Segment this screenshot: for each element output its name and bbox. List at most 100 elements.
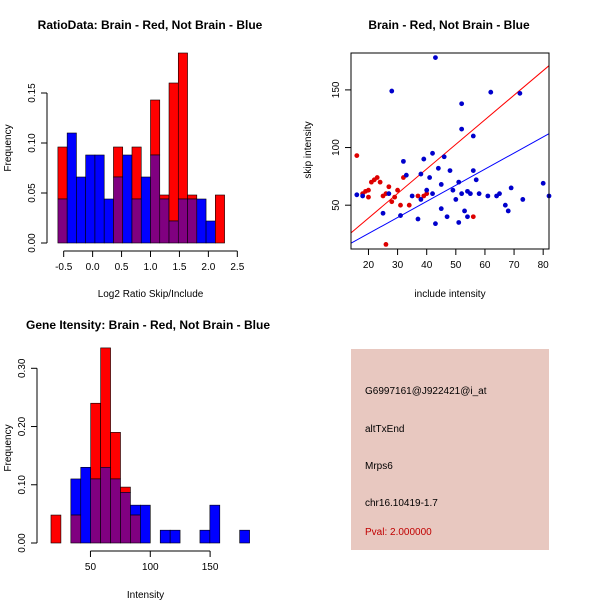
ratio_hist-bar-brain xyxy=(150,99,161,156)
scatter-point-not-brain xyxy=(389,88,395,94)
scatter-x-tick-label: 50 xyxy=(450,260,462,271)
scatter-point-not-brain xyxy=(409,193,415,199)
scatter-point-not-brain xyxy=(418,171,424,177)
ratio_hist-x-tick-label: 2.5 xyxy=(230,262,244,273)
gene_hist-bar-not-brain xyxy=(140,504,151,544)
scatter-point-brain xyxy=(392,194,398,200)
gene_hist-bar-brain xyxy=(50,514,62,544)
scatter-point-not-brain xyxy=(459,126,465,132)
scatter-point-not-brain xyxy=(508,185,514,191)
ratio_hist-bar-overlap xyxy=(57,198,68,244)
ratio_hist-bar-brain xyxy=(159,194,170,200)
event-type-text: altTxEnd xyxy=(365,424,405,435)
gene_hist-y-tick-label: 0.00 xyxy=(17,533,28,553)
scatter-x-tick-label: 40 xyxy=(421,260,433,271)
scatter-point-not-brain xyxy=(470,168,476,174)
gene_hist-x-label: Intensity xyxy=(127,590,164,600)
ratio_hist-x-tick-label: 0.0 xyxy=(86,262,100,273)
gene_hist-bar-brain xyxy=(120,486,131,493)
scatter-point-not-brain xyxy=(438,182,444,187)
scatter-point-not-brain xyxy=(403,172,409,178)
gene_hist-bar-brain xyxy=(90,402,101,480)
scatter-point-brain xyxy=(424,191,430,197)
gene-name-text: Mrps6 xyxy=(365,461,393,472)
scatter-point-brain xyxy=(366,187,371,193)
ratio_hist-bar-overlap xyxy=(168,220,179,244)
gene_hist-bar-not-brain xyxy=(130,504,141,516)
ratio_hist-title: RatioData: Brain - Red, Not Brain - Blue xyxy=(38,18,263,32)
scatter-point-brain xyxy=(389,199,395,205)
ratio_hist-bar-overlap xyxy=(131,198,142,244)
scatter-x-tick-label: 60 xyxy=(479,260,491,271)
scatter-point-not-brain xyxy=(485,193,491,199)
gene_hist-bar-brain xyxy=(100,347,111,468)
gene_hist-bar-overlap xyxy=(120,492,131,544)
scatter-point-not-brain xyxy=(456,179,462,185)
ratio_hist-bar-not-brain xyxy=(94,154,105,244)
gene_hist-bar-not-brain xyxy=(169,529,181,544)
scatter-point-not-brain xyxy=(462,208,467,214)
ratio_hist-x-tick-label: 1.0 xyxy=(144,262,158,273)
ratio_hist-bar-overlap xyxy=(113,176,124,244)
gene_hist-x-tick-label: 50 xyxy=(85,562,97,573)
gene_hist-x-tick-label: 100 xyxy=(142,562,159,573)
scatter-point-not-brain xyxy=(473,177,479,183)
scatter-point-brain xyxy=(386,184,392,190)
scatter-point-not-brain xyxy=(433,221,438,227)
scatter-point-not-brain xyxy=(386,191,392,197)
scatter-trend-brain xyxy=(350,65,550,234)
scatter-title: Brain - Red, Not Brain - Blue xyxy=(368,18,530,32)
gene_hist-bar-overlap xyxy=(130,514,141,544)
ratio_hist-bar-not-brain xyxy=(122,154,133,244)
scatter-point-not-brain xyxy=(415,216,421,222)
gene_hist-y-tick-label: 0.30 xyxy=(17,358,28,378)
scatter-point-not-brain xyxy=(427,175,433,180)
gene_hist-bar-not-brain xyxy=(199,529,211,544)
scatter-point-not-brain xyxy=(488,89,494,95)
ratio_hist-y-label: Frequency xyxy=(3,124,14,171)
ratio_hist-bar-not-brain xyxy=(103,198,114,244)
scatter-point-not-brain xyxy=(430,191,435,197)
ratio_hist-x-tick-label: 2.0 xyxy=(201,262,215,273)
scatter-point-not-brain xyxy=(476,191,482,197)
ratio_hist-bar-not-brain xyxy=(205,220,216,244)
ratio_hist-x-tick-label: 1.5 xyxy=(172,262,186,273)
scatter-point-not-brain xyxy=(502,202,508,208)
info-panel: G6997161@J922421@i_at altTxEnd Mrps6 chr… xyxy=(351,349,549,550)
scatter-point-not-brain xyxy=(505,208,511,214)
scatter-point-not-brain xyxy=(453,197,459,202)
scatter-point-not-brain xyxy=(398,213,403,218)
ratio_hist-bar-not-brain xyxy=(85,154,96,244)
ratio_hist-bar-brain xyxy=(215,194,225,244)
scatter-point-not-brain xyxy=(520,197,526,202)
scatter-point-brain xyxy=(354,153,360,159)
ratio_hist-x-label: Log2 Ratio Skip/Include xyxy=(98,289,204,300)
scatter-x-tick-label: 80 xyxy=(538,260,550,271)
ratio_hist-bar-not-brain xyxy=(140,176,151,244)
scatter-point-brain xyxy=(383,241,389,247)
scatter-x-label: include intensity xyxy=(414,289,485,300)
gene_hist-bar-not-brain xyxy=(80,466,92,544)
scatter-point-not-brain xyxy=(424,187,430,193)
gene_hist-bar-overlap xyxy=(110,478,121,544)
gene_hist-bar-overlap xyxy=(90,478,101,544)
scatter-y-tick-label: 50 xyxy=(331,199,342,211)
scatter-point-brain xyxy=(377,179,383,185)
scatter-point-brain xyxy=(415,193,421,199)
scatter-point-not-brain xyxy=(418,197,424,202)
gene_hist-y-tick-label: 0.20 xyxy=(17,416,28,436)
ratio_hist-y-tick-label: 0.10 xyxy=(27,133,38,153)
gene_hist-x-tick-label: 150 xyxy=(202,562,219,573)
scatter-trend-not-brain xyxy=(350,133,550,244)
scatter-point-brain xyxy=(374,175,380,180)
ratio_hist-x-tick-label: 0.5 xyxy=(115,262,129,273)
ratio_hist-bar-overlap xyxy=(150,154,161,244)
scatter-point-brain xyxy=(366,194,371,200)
gene_hist-bar-not-brain xyxy=(239,529,250,544)
scatter-point-not-brain xyxy=(441,154,447,160)
ratio_hist-bar-brain xyxy=(131,146,142,200)
pval-text: Pval: 2.000000 xyxy=(365,527,432,538)
scatter-point-not-brain xyxy=(421,156,427,162)
scatter-point-not-brain xyxy=(450,187,456,193)
scatter-point-not-brain xyxy=(456,220,462,225)
